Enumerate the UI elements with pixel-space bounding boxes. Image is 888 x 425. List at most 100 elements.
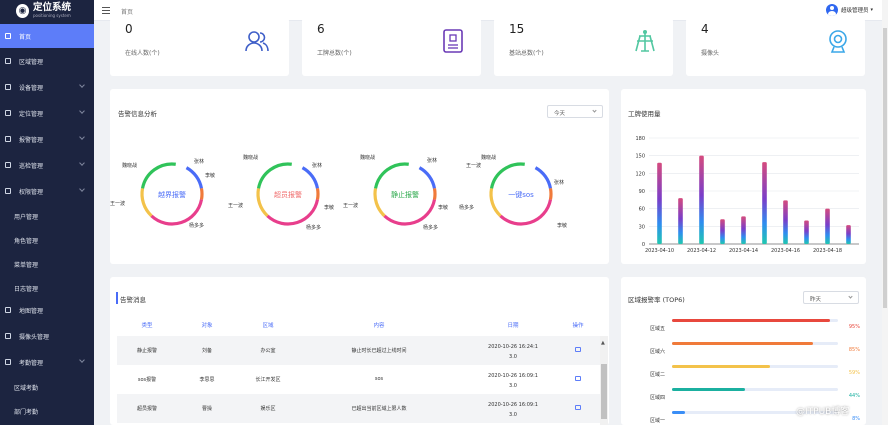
ring-segment[interactable] bbox=[256, 188, 269, 218]
ring-segment[interactable] bbox=[315, 188, 320, 200]
title-accent bbox=[116, 292, 118, 304]
sidebar-item-9[interactable]: 菜单管理 bbox=[0, 252, 94, 276]
ring-segment[interactable] bbox=[489, 162, 525, 189]
bar[interactable] bbox=[846, 225, 851, 244]
ring-center-label: 越界报警 bbox=[158, 191, 186, 199]
period-select[interactable]: 今天 bbox=[547, 105, 603, 118]
ring-segment[interactable] bbox=[383, 199, 437, 226]
bar[interactable] bbox=[762, 162, 767, 244]
ring-segment[interactable] bbox=[373, 162, 409, 189]
ring-center-label: 静止报警 bbox=[391, 191, 419, 199]
y-tick-label: 150 bbox=[635, 154, 645, 160]
app-title: 定位系统 bbox=[33, 2, 72, 13]
scrollbar-thumb[interactable] bbox=[601, 364, 607, 419]
ring-segment[interactable] bbox=[301, 166, 320, 189]
patrol-icon bbox=[5, 162, 11, 168]
ring-legend-label: 李敏 bbox=[438, 205, 449, 211]
menu-toggle-icon[interactable] bbox=[102, 7, 110, 14]
ring-segment[interactable] bbox=[432, 188, 437, 200]
column-header[interactable]: 内容 bbox=[373, 323, 385, 329]
rank-bar-fill bbox=[672, 411, 686, 414]
ring-segment[interactable] bbox=[185, 166, 204, 189]
app-logo[interactable]: ◉ 定位系统 positioning system bbox=[0, 0, 94, 21]
sidebar-item-0[interactable]: 首页 bbox=[0, 24, 94, 48]
column-header[interactable]: 日期 bbox=[507, 323, 519, 329]
table-row[interactable]: sos报警 李思思 长江开发区 sos 2020-10-26 16:09:1 3.0 bbox=[117, 365, 603, 394]
message-icon[interactable] bbox=[575, 347, 581, 352]
ring-segment[interactable] bbox=[489, 188, 502, 218]
rank-label: 区域二 bbox=[650, 372, 666, 378]
bar[interactable] bbox=[720, 219, 725, 244]
sidebar-item-7[interactable]: 用户管理 bbox=[0, 204, 94, 228]
table-scrollbar[interactable]: ▲ bbox=[600, 336, 608, 425]
bar[interactable] bbox=[783, 200, 788, 244]
ring-segment[interactable] bbox=[140, 162, 176, 189]
ring-segment[interactable] bbox=[140, 188, 153, 218]
ring-segment[interactable] bbox=[373, 188, 386, 218]
sidebar-item-4[interactable]: 报警管理 bbox=[0, 127, 94, 151]
bar[interactable] bbox=[699, 155, 704, 244]
alarm-ring-3[interactable] bbox=[476, 149, 566, 239]
date-line: 2020-10-26 16:24:1 bbox=[488, 344, 538, 350]
ring-segment[interactable] bbox=[266, 199, 320, 226]
sidebar-item-label: 巡检管理 bbox=[19, 162, 44, 170]
column-header[interactable]: 操作 bbox=[572, 323, 584, 329]
ring-segment[interactable] bbox=[499, 199, 553, 226]
stat-value: 4 bbox=[701, 22, 709, 36]
bar[interactable] bbox=[804, 220, 809, 244]
ring-legend-label: 张林 bbox=[427, 158, 438, 164]
alarm-ring-0[interactable] bbox=[127, 149, 217, 239]
column-header[interactable]: 对象 bbox=[201, 323, 213, 329]
scroll-up-icon[interactable]: ▲ bbox=[601, 340, 605, 346]
column-header[interactable]: 区域 bbox=[262, 323, 274, 329]
rank-bar-track bbox=[672, 342, 838, 345]
ring-segment[interactable] bbox=[418, 166, 437, 189]
column-header[interactable]: 类型 bbox=[141, 323, 153, 329]
table-cell-object: 刘备 bbox=[201, 348, 212, 354]
alarm-ring-2[interactable] bbox=[360, 149, 450, 239]
sidebar-item-15[interactable]: 部门考勤 bbox=[0, 399, 94, 423]
table-cell-object: 李思思 bbox=[199, 377, 215, 383]
bar[interactable] bbox=[657, 162, 662, 244]
sidebar-item-2[interactable]: 设备管理 bbox=[0, 75, 94, 99]
scrollbar-thumb[interactable] bbox=[883, 28, 887, 308]
table-row[interactable]: 静止报警 刘备 办公室 静止时长已超过上线时间 2020-10-26 16:24:1 3.… bbox=[117, 336, 603, 365]
sidebar-item-12[interactable]: 摄像头管理 bbox=[0, 324, 94, 348]
sidebar-item-5[interactable]: 巡检管理 bbox=[0, 153, 94, 177]
message-icon[interactable] bbox=[575, 405, 581, 410]
message-icon[interactable] bbox=[575, 376, 581, 381]
table-row[interactable]: 超员报警 曹操 娱乐区 已超出当前区域上限人数 2020-10-26 16:09:1 3.… bbox=[117, 394, 603, 423]
user-menu[interactable]: 超级管理员 ▾ bbox=[825, 4, 873, 16]
sidebar-item-13[interactable]: 考勤管理 bbox=[0, 350, 94, 374]
ring-segment[interactable] bbox=[534, 166, 553, 189]
table-cell-area: 办公室 bbox=[260, 348, 276, 354]
ring-segment[interactable] bbox=[548, 188, 553, 200]
attendance-icon bbox=[5, 359, 11, 365]
rank-bar-track bbox=[672, 388, 838, 391]
bar[interactable] bbox=[825, 208, 830, 244]
x-tick-label: 2023-04-18 bbox=[813, 248, 842, 254]
ring-segment[interactable] bbox=[150, 199, 204, 226]
sidebar-item-14[interactable]: 区域考勤 bbox=[0, 375, 94, 399]
sidebar-item-1[interactable]: 区域管理 bbox=[0, 49, 94, 73]
ring-legend-label: 李敏 bbox=[205, 173, 216, 179]
ring-legend-label: 杨多多 bbox=[459, 205, 475, 211]
sidebar-item-8[interactable]: 角色管理 bbox=[0, 228, 94, 252]
app-subtitle: positioning system bbox=[33, 13, 71, 18]
sidebar-item-11[interactable]: 地图管理 bbox=[0, 298, 94, 322]
section-title: 告警信息分析 bbox=[118, 110, 157, 118]
bar[interactable] bbox=[741, 216, 746, 244]
period-select[interactable]: 昨天 bbox=[803, 291, 859, 304]
rank-percent: 8% bbox=[852, 416, 860, 422]
breadcrumb[interactable]: 首页 bbox=[121, 9, 134, 16]
sidebar-item-6[interactable]: 权限管理 bbox=[0, 179, 94, 203]
ring-segment[interactable] bbox=[256, 162, 292, 189]
badge-icon bbox=[443, 29, 463, 53]
rank-bar-fill bbox=[672, 342, 814, 345]
sidebar-item-10[interactable]: 日志管理 bbox=[0, 276, 94, 300]
ring-segment[interactable] bbox=[199, 188, 204, 200]
sidebar-item-3[interactable]: 定位管理 bbox=[0, 101, 94, 125]
alarm-ring-1[interactable] bbox=[243, 149, 333, 239]
bar[interactable] bbox=[678, 198, 683, 244]
page-scrollbar[interactable] bbox=[882, 0, 888, 425]
